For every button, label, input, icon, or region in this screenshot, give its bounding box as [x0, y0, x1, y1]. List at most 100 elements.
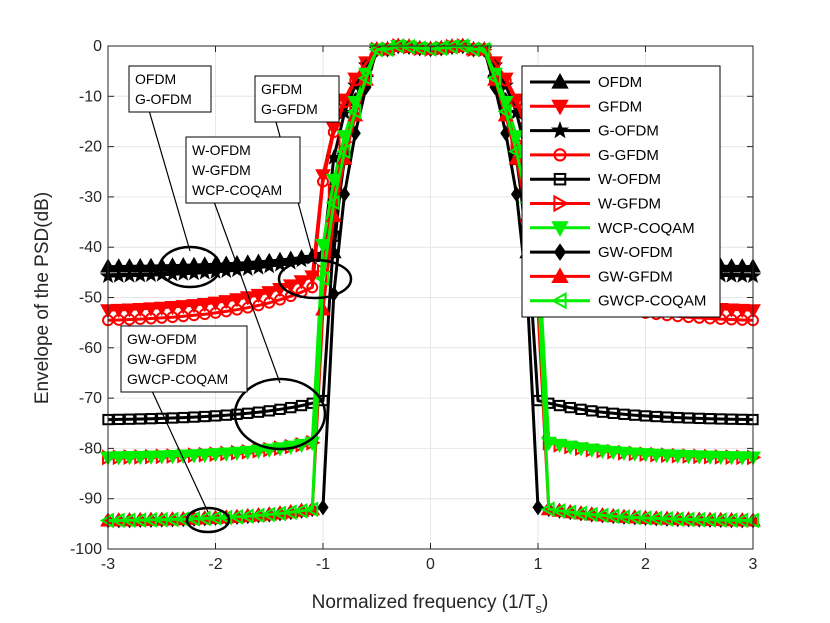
- series-marker: [583, 443, 600, 458]
- annotation-a2: GFDM G-GFDM: [254, 75, 353, 300]
- annotation-group: OFDM G-OFDM GFDM G-GFDM W-OFDM W-GFDM WCP-COQA…: [120, 65, 353, 534]
- series-marker: [553, 243, 567, 261]
- y-tick-label: -50: [79, 290, 102, 307]
- series-marker: [282, 279, 299, 294]
- series-marker: [209, 306, 222, 319]
- legend-label: OFDM: [598, 74, 642, 91]
- y-tick-label: 0: [93, 38, 102, 55]
- series-marker: [639, 410, 652, 422]
- series-marker: [550, 121, 570, 139]
- y-tick-label: -30: [79, 189, 102, 206]
- series-marker: [274, 403, 286, 415]
- legend-label: GWCP-COQAM: [598, 293, 706, 310]
- legend-label: WCP-COQAM: [598, 220, 695, 237]
- series-marker: [231, 303, 243, 316]
- annotation-text: W-GFDM: [192, 162, 251, 178]
- series-marker: [508, 143, 523, 160]
- annotation-text: OFDM: [135, 71, 176, 87]
- legend-label: W-OFDM: [598, 171, 661, 188]
- series-marker: [239, 291, 256, 306]
- series-marker: [648, 448, 665, 463]
- x-tick-label: -1: [316, 556, 330, 573]
- series-marker: [669, 449, 686, 464]
- annotation-a1: OFDM G-OFDM: [128, 65, 222, 289]
- series-marker: [175, 449, 192, 464]
- legend-label: W-GFDM: [598, 196, 661, 213]
- series-marker: [540, 501, 555, 518]
- series-marker: [497, 103, 512, 120]
- series-marker: [562, 440, 579, 455]
- series-marker: [551, 72, 569, 89]
- series-marker: [271, 256, 289, 272]
- series-marker: [164, 300, 181, 316]
- series-marker: [575, 403, 587, 415]
- annotation-text: G-GFDM: [261, 101, 318, 117]
- annotation-ellipse: [185, 506, 231, 534]
- annotation-a3: W-OFDM W-GFDM WCP-COQAM: [185, 136, 327, 451]
- series-marker: [220, 305, 233, 318]
- series-marker: [186, 299, 202, 314]
- series-marker: [145, 413, 157, 425]
- legend-entry: G-GFDM: [530, 147, 659, 164]
- series-marker: [336, 143, 351, 160]
- series-marker: [704, 413, 716, 425]
- series-marker: [550, 292, 567, 310]
- annotation-box: [185, 136, 301, 204]
- series-marker: [231, 408, 243, 420]
- series-marker: [553, 172, 567, 186]
- annotation-ellipse: [158, 245, 222, 289]
- legend-entry: W-OFDM: [530, 171, 661, 188]
- legend-entry: WCP-COQAM: [530, 220, 695, 237]
- series-marker: [357, 70, 372, 87]
- series-marker: [164, 450, 181, 465]
- annotation-arrow: [148, 111, 191, 252]
- series-marker: [177, 411, 189, 424]
- series-marker: [734, 303, 751, 319]
- series-marker: [725, 413, 738, 425]
- series-marker: [293, 275, 310, 290]
- series-marker: [680, 450, 697, 465]
- y-tick-label: -70: [79, 390, 102, 407]
- series-marker: [553, 194, 570, 213]
- annotation-text: GW-OFDM: [127, 331, 197, 347]
- series-marker: [196, 448, 213, 463]
- annotation-text: W-OFDM: [192, 142, 251, 158]
- series-marker: [317, 175, 329, 188]
- series-marker: [263, 405, 275, 417]
- series-marker: [346, 103, 362, 120]
- series-marker: [659, 449, 675, 464]
- series-marker: [113, 413, 125, 426]
- annotation-arrow: [213, 202, 281, 384]
- series-marker: [734, 451, 751, 466]
- x-tick-label: 2: [641, 556, 650, 573]
- series-marker: [143, 302, 159, 317]
- series-marker: [242, 407, 254, 419]
- legend: OFDM GFDM G-OFDM G-GFDM W-OFDM W-GFDM WCP-COQA…: [521, 65, 721, 318]
- series-marker: [218, 295, 235, 310]
- x-tick-label: -3: [101, 556, 115, 573]
- series-marker: [551, 438, 568, 454]
- y-tick-label: -10: [79, 88, 102, 105]
- series-marker: [551, 502, 566, 519]
- y-tick-label: -80: [79, 440, 102, 457]
- series-marker: [315, 238, 331, 254]
- series-marker: [153, 450, 170, 465]
- legend-entry: G-OFDM: [530, 121, 659, 140]
- x-tick-label: -2: [208, 556, 222, 573]
- series-marker: [263, 296, 276, 309]
- series-marker: [432, 40, 448, 57]
- series-marker: [110, 303, 127, 319]
- y-tick-label: -60: [79, 340, 102, 357]
- series-marker: [196, 297, 213, 313]
- series-marker: [303, 501, 319, 518]
- series-marker: [693, 412, 705, 425]
- series-marker: [325, 194, 340, 211]
- series-marker: [295, 399, 308, 412]
- series-marker: [229, 446, 245, 461]
- series-marker: [618, 408, 630, 420]
- annotation-arrow: [151, 391, 209, 513]
- series-marker: [282, 504, 297, 521]
- series-marker: [629, 409, 641, 421]
- series-marker: [586, 405, 598, 417]
- series-marker: [306, 281, 319, 294]
